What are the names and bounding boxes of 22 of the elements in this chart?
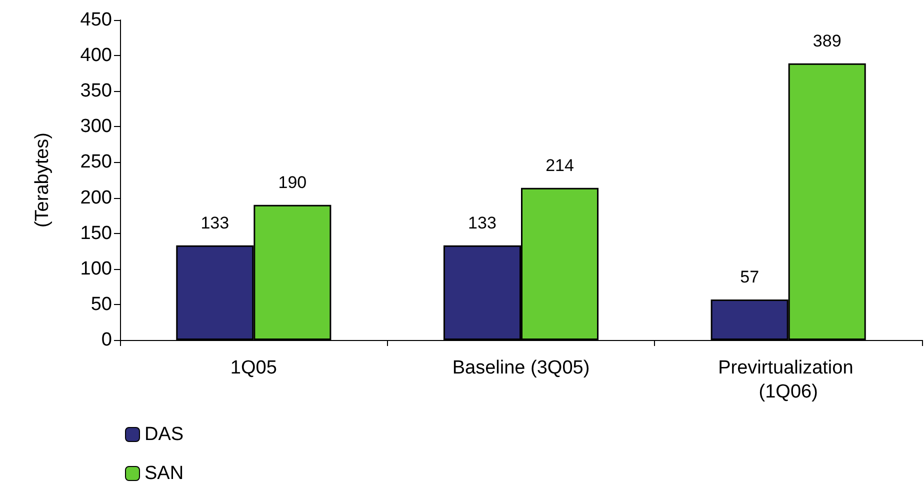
y-tick-label: 100 <box>80 258 112 280</box>
y-tick-label: 0 <box>101 330 112 350</box>
x-tick-label: 1Q05 <box>230 358 277 378</box>
data-label: 133 <box>200 213 230 232</box>
y-tick-label: 200 <box>80 187 112 208</box>
y-tick-label: 400 <box>80 45 112 66</box>
data-label: 57 <box>740 267 760 286</box>
legend-label: DAS <box>144 424 184 445</box>
data-label: 389 <box>812 31 842 50</box>
data-label: 133 <box>468 213 496 232</box>
y-axis-title: (Terabytes) <box>32 132 53 228</box>
x-tick-label: Previrtualization (1Q06) <box>718 358 859 402</box>
y-tick-label: 250 <box>80 152 112 173</box>
y-tick-label: 150 <box>80 222 112 244</box>
y-tick-label: 450 <box>80 10 112 30</box>
data-label: 190 <box>278 172 307 192</box>
y-tick-label: 350 <box>80 80 112 102</box>
data-label: 214 <box>546 156 574 175</box>
legend-label: SAN <box>144 463 184 484</box>
y-tick-label: 50 <box>90 294 112 315</box>
y-tick-label: 300 <box>80 116 112 138</box>
x-tick-label: Baseline (3Q05) <box>452 358 590 378</box>
